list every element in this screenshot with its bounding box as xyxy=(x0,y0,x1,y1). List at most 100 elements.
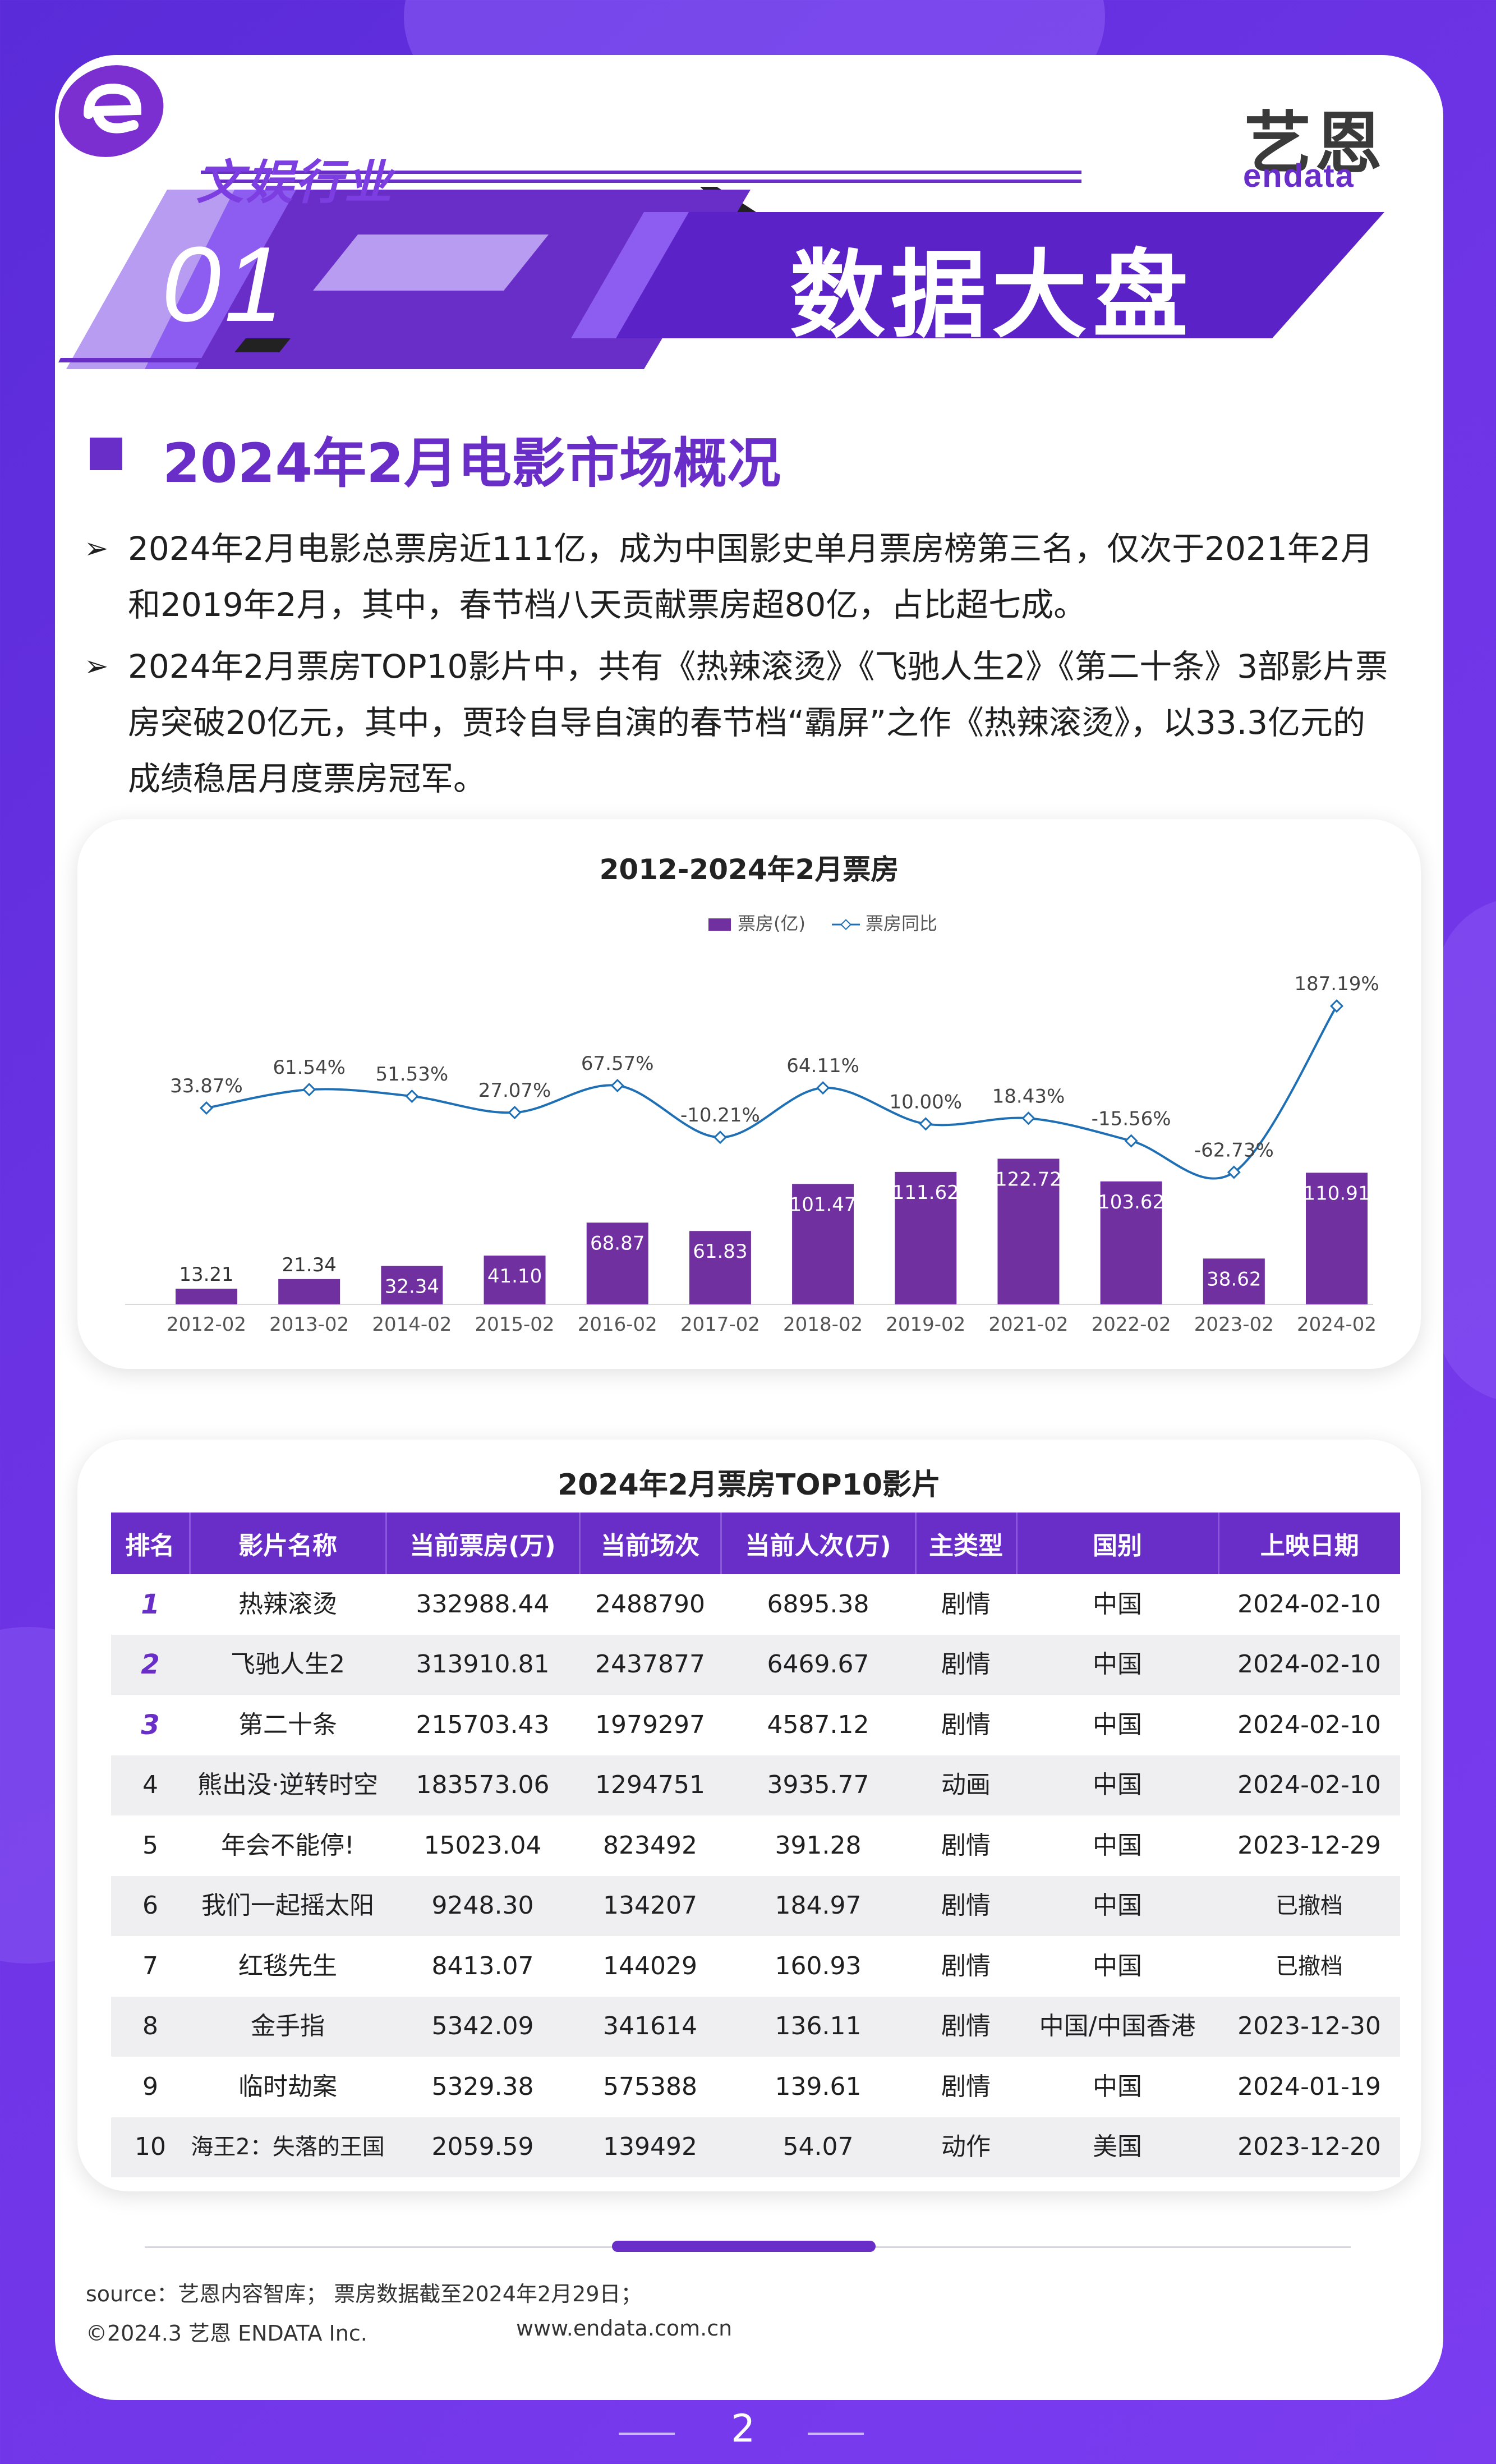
yoy-value-label: 64.11% xyxy=(786,1055,859,1077)
table-cell: 剧情 xyxy=(915,1634,1016,1695)
source-note: source：艺恩内容智库； 票房数据截至2024年2月29日； xyxy=(86,2282,642,2306)
table-cell: 年会不能停! xyxy=(221,1831,355,1860)
table-cell: 中国 xyxy=(1016,1634,1218,1695)
yoy-value-label: 10.00% xyxy=(889,1091,962,1113)
chart-card: 2012-2024年2月票房 票房(亿) 票房同比 13.21 2012-02 21.3… xyxy=(77,819,1421,1369)
table-cell: 海王2：失落的王国 xyxy=(190,2117,386,2177)
table-cell: 剧情 xyxy=(941,1831,991,1860)
page-number-line xyxy=(619,2433,675,2435)
section-number: 01 xyxy=(162,225,287,344)
x-tick-label: 2024-02 xyxy=(1297,1313,1377,1336)
yoy-value-label: 67.57% xyxy=(581,1052,654,1075)
column-header: 国别 xyxy=(1016,1513,1219,1574)
table-cell: 临时劫案 xyxy=(238,2072,337,2101)
table-cell: 剧情 xyxy=(915,1875,1016,1936)
table-cell: 剧情 xyxy=(941,2072,991,2101)
bar-value-label: 41.10 xyxy=(487,1265,542,1288)
bar xyxy=(1203,1258,1265,1304)
yoy-value-label: 33.87% xyxy=(170,1075,243,1097)
table-cell: 已撤档 xyxy=(1276,1953,1343,1979)
table-row: 10 海王2：失落的王国 2059.59 139492 54.07 动作 美国 2023-12… xyxy=(111,2117,1400,2177)
table-cell: 第二十条 xyxy=(238,1710,337,1739)
table-cell: 1979297 xyxy=(595,1710,705,1739)
yoy-point xyxy=(302,1083,316,1097)
x-tick-label: 2017-02 xyxy=(680,1313,760,1336)
yoy-value-label: -10.21% xyxy=(680,1104,760,1127)
table-cell: 2024-02-10 xyxy=(1218,1755,1400,1815)
bar xyxy=(1100,1181,1162,1304)
table-cell: 2023-12-30 xyxy=(1218,1996,1400,2057)
website-url: www.endata.com.cn xyxy=(516,2316,733,2341)
logo-text-cn: 艺恩 xyxy=(1244,105,1385,183)
section-title: 数据大盘 xyxy=(790,240,1194,351)
table-cell: 1 xyxy=(141,1588,160,1620)
table-cell: 134207 xyxy=(579,1875,721,1936)
bar xyxy=(1306,1173,1368,1304)
bar xyxy=(278,1279,340,1304)
bar-value-label: 103.62 xyxy=(1098,1191,1164,1213)
table-cell: 9248.30 xyxy=(386,1875,579,1936)
table-row: 3 第二十条 215703.43 1979297 4587.12 剧情 中国 2024-02-… xyxy=(111,1695,1400,1755)
table-cell: 美国 xyxy=(1016,2117,1218,2177)
table-row: 7 红毯先生 8413.07 144029 160.93 剧情 中国 已撤档 xyxy=(111,1936,1400,1997)
yoy-point xyxy=(919,1117,933,1131)
table-cell: 中国/中国香港 xyxy=(1016,1996,1218,2057)
yoy-value-label: -15.56% xyxy=(1092,1108,1171,1130)
top10-table: 排名 影片名称 当前票房(万) 当前场次 当前人次(万) 主类型 国别 上映日期… xyxy=(111,1513,1400,2177)
page-heading: 2024年2月电影市场概况 xyxy=(163,432,781,495)
column-header: 当前票房(万) xyxy=(386,1513,581,1574)
table-cell: 2023-12-20 xyxy=(1218,2117,1400,2177)
table-cell: 7 xyxy=(142,1951,158,1980)
yoy-point xyxy=(508,1106,522,1120)
column-header: 排名 xyxy=(111,1513,191,1574)
x-tick-label: 2018-02 xyxy=(783,1313,863,1336)
table-cell: 313910.81 xyxy=(386,1634,579,1695)
paragraph-text: 2024年2月票房TOP10影片中，共有《热辣滚烫》《飞驰人生2》《第二十条》3… xyxy=(128,647,1388,798)
x-tick-label: 2014-02 xyxy=(372,1313,452,1336)
yoy-point xyxy=(1124,1134,1138,1148)
yoy-value-label: 187.19% xyxy=(1294,973,1379,995)
table-cell: 中国 xyxy=(1093,1831,1142,1860)
bar-value-label: 110.91 xyxy=(1304,1182,1370,1205)
table-cell: 8 xyxy=(111,1996,190,2057)
bar-value-label: 21.34 xyxy=(282,1254,337,1276)
column-header: 影片名称 xyxy=(190,1513,387,1574)
background-blob xyxy=(1436,898,1496,1403)
table-cell: 剧情 xyxy=(915,1996,1016,2057)
table-cell: 动作 xyxy=(915,2117,1016,2177)
yoy-point xyxy=(816,1081,830,1095)
table-cell: 2488790 xyxy=(595,1589,705,1619)
bar xyxy=(895,1171,957,1304)
table-cell: 中国 xyxy=(1016,1875,1218,1936)
table-cell: 熊出没·逆转时空 xyxy=(190,1755,386,1815)
heading-bullet xyxy=(90,438,122,470)
legend-marker xyxy=(840,919,851,930)
yoy-point xyxy=(405,1090,419,1104)
bar xyxy=(381,1266,443,1304)
box-office-chart: 票房(亿) 票房同比 13.21 2012-02 21.34 2013-02 32.34 20… xyxy=(125,913,1379,1336)
endata-logo-icon xyxy=(58,65,164,157)
table-cell: 2024-01-19 xyxy=(1237,2072,1381,2101)
x-tick-label: 2016-02 xyxy=(578,1313,657,1336)
table-cell: 144029 xyxy=(603,1951,697,1980)
table-title: 2024年2月票房TOP10影片 xyxy=(557,1468,941,1502)
table-cell: 2059.59 xyxy=(386,2117,579,2177)
table-cell: 中国 xyxy=(1093,1589,1142,1619)
yoy-line xyxy=(206,1005,1338,1180)
column-header: 当前人次(万) xyxy=(721,1513,917,1574)
table-cell: 中国 xyxy=(1093,2072,1142,2101)
copyright: ©2024.3 艺恩 ENDATA Inc. xyxy=(86,2321,367,2346)
page-number-line xyxy=(808,2433,864,2435)
yoy-value-label: 18.43% xyxy=(992,1085,1065,1107)
yoy-value-label: -62.73% xyxy=(1194,1139,1274,1162)
table-cell: 6 xyxy=(111,1875,190,1936)
table-cell: 2023-12-29 xyxy=(1237,1831,1381,1860)
table-cell: 341614 xyxy=(579,1996,721,2057)
bar-value-label: 32.34 xyxy=(385,1276,439,1298)
table-cell: 飞驰人生2 xyxy=(190,1634,386,1695)
bar-value-label: 61.83 xyxy=(693,1240,747,1263)
x-tick-label: 2013-02 xyxy=(269,1313,349,1336)
legend-bar-swatch xyxy=(708,918,731,931)
bar xyxy=(484,1256,546,1304)
bar-value-label: 111.62 xyxy=(892,1182,959,1204)
